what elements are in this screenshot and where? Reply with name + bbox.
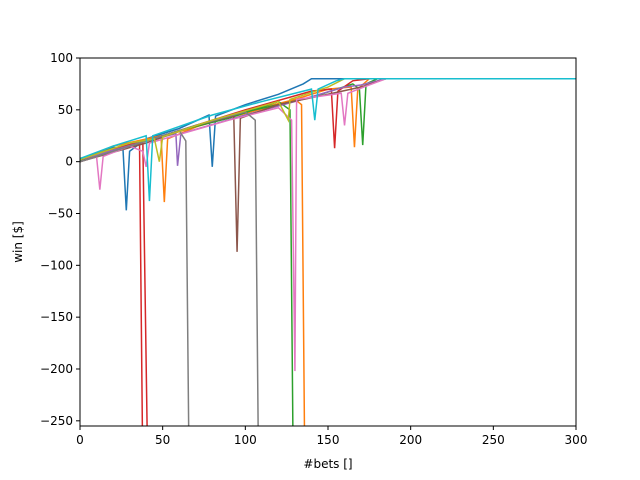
x-tick-label: 0 xyxy=(76,433,84,447)
series-line-5 xyxy=(80,142,144,426)
y-tick-label: −50 xyxy=(48,206,73,220)
plot-area xyxy=(80,77,576,426)
y-tick-label: −200 xyxy=(40,362,73,376)
axes-frame xyxy=(79,57,577,427)
series-line-12 xyxy=(80,111,259,426)
y-tick-label: 0 xyxy=(65,155,73,169)
series-line-10 xyxy=(80,77,576,372)
x-tick-label: 100 xyxy=(234,433,257,447)
series-line-14 xyxy=(80,77,576,202)
series-line-6 xyxy=(80,139,148,426)
x-tick-label: 50 xyxy=(155,433,170,447)
y-tick-label: −150 xyxy=(40,310,73,324)
x-tick-label: 150 xyxy=(317,433,340,447)
series-line-0 xyxy=(80,77,576,211)
series-line-8 xyxy=(80,77,576,166)
y-axis-label: win [$] xyxy=(11,221,25,263)
series-line-9 xyxy=(80,77,576,252)
x-tick-label: 200 xyxy=(399,433,422,447)
y-tick-label: −100 xyxy=(40,258,73,272)
x-axis-label: #bets [] xyxy=(303,457,352,471)
x-tick-label: 250 xyxy=(482,433,505,447)
series-line-11 xyxy=(80,129,190,426)
y-tick-label: −250 xyxy=(40,414,73,428)
y-tick-label: 100 xyxy=(50,51,73,65)
y-tick-label: 50 xyxy=(58,103,73,117)
x-tick-label: 300 xyxy=(565,433,588,447)
series-line-13 xyxy=(80,77,576,162)
series-line-1 xyxy=(80,98,306,426)
